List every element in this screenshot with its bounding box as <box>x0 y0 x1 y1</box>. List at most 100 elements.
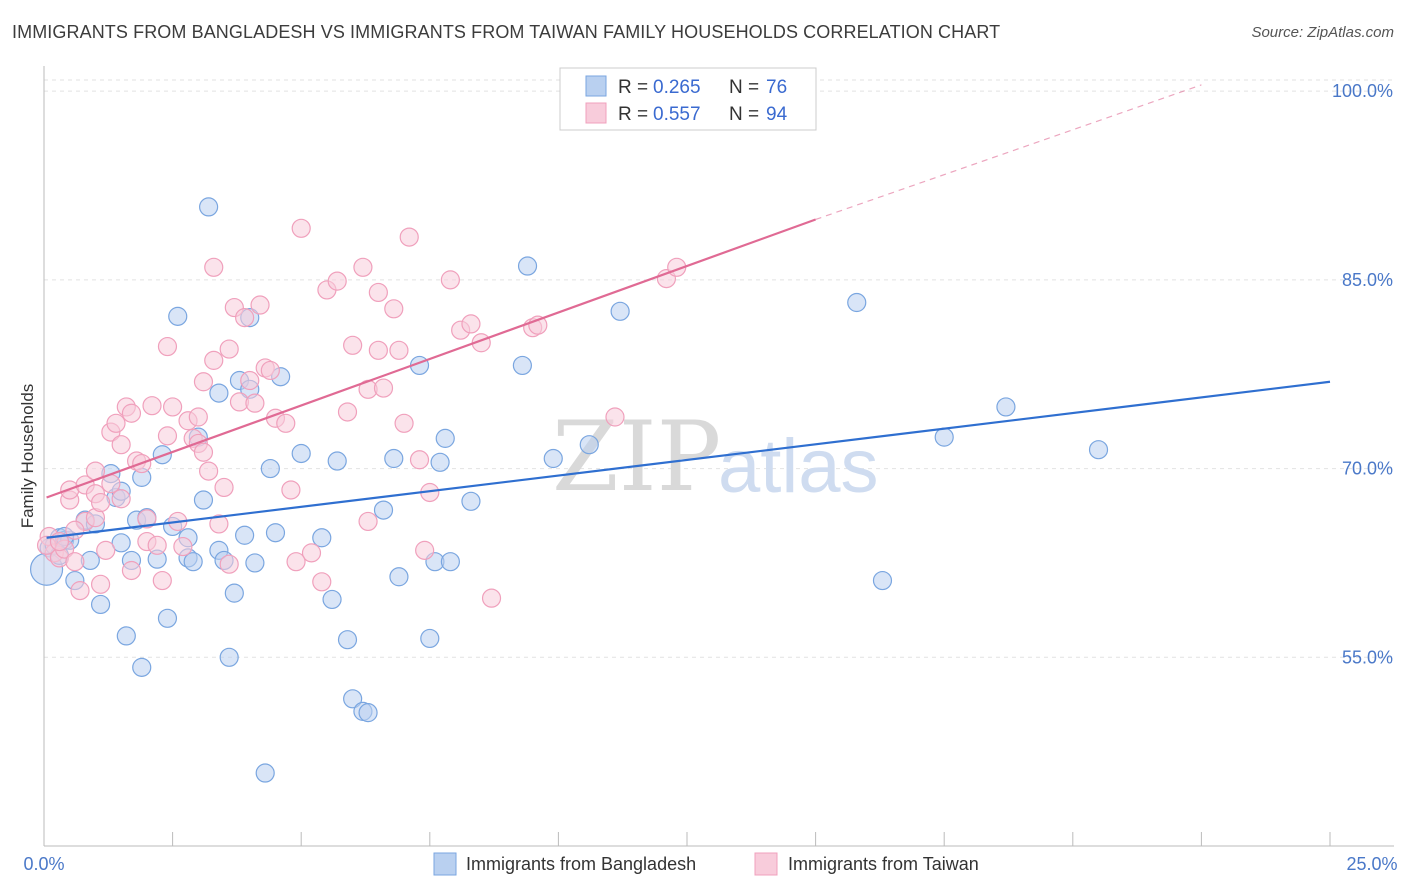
data-point <box>409 450 430 470</box>
x-ticks <box>43 832 1331 846</box>
data-point <box>260 360 280 381</box>
data-point <box>245 553 265 573</box>
data-point <box>440 270 460 290</box>
data-point <box>90 492 111 513</box>
trend-lines <box>46 84 1331 539</box>
x-tick-label-max: 25.0% <box>1346 854 1397 874</box>
source-label: Source: ZipAtlas.com <box>1251 24 1394 41</box>
data-point <box>209 514 229 534</box>
y-tick-label: 70.0% <box>1342 459 1393 479</box>
data-point <box>111 533 131 553</box>
data-point <box>343 335 363 355</box>
data-point <box>312 528 332 548</box>
data-point <box>111 435 131 455</box>
data-point <box>368 340 388 360</box>
data-point <box>168 306 188 326</box>
data-point <box>276 413 296 433</box>
data-point <box>183 552 203 572</box>
data-point <box>121 560 142 581</box>
data-point <box>235 525 255 545</box>
data-point <box>219 554 239 574</box>
data-point <box>90 594 111 615</box>
data-point <box>152 570 172 591</box>
data-point <box>106 413 126 433</box>
data-point <box>322 589 342 610</box>
x-tick-label-min: 0.0% <box>23 854 64 874</box>
data-point <box>440 552 460 572</box>
data-point <box>173 536 193 557</box>
watermark-zip: ZIP <box>552 401 721 513</box>
data-point <box>250 295 270 315</box>
legend-n-taiwan: 94 <box>766 104 788 125</box>
axes <box>43 66 1394 847</box>
data-point <box>399 227 419 247</box>
data-point <box>245 393 265 413</box>
data-point <box>286 552 306 572</box>
data-point <box>872 570 893 591</box>
data-point <box>312 572 332 592</box>
data-point <box>147 535 167 555</box>
data-point <box>368 282 388 303</box>
data-point <box>373 500 394 520</box>
data-point <box>389 340 409 360</box>
data-point <box>209 383 229 403</box>
data-point <box>461 491 481 511</box>
data-point <box>996 397 1016 417</box>
data-point <box>358 703 378 723</box>
data-point <box>219 339 239 359</box>
chart-title: IMMIGRANTS FROM BANGLADESH VS IMMIGRANTS… <box>12 22 1001 42</box>
data-point <box>415 540 435 560</box>
data-point <box>343 689 363 709</box>
y-tick-label: 100.0% <box>1332 81 1393 101</box>
data-point <box>420 628 440 649</box>
data-point <box>193 442 214 462</box>
data-point <box>199 461 219 481</box>
data-point <box>65 520 85 540</box>
data-point <box>291 218 311 238</box>
data-point <box>353 257 373 277</box>
data-point <box>384 448 404 469</box>
data-point <box>142 396 162 416</box>
grid <box>44 79 1394 658</box>
legend-n-label: N = <box>729 104 759 125</box>
data-point <box>394 413 414 433</box>
data-point <box>121 403 142 423</box>
data-point <box>193 372 214 392</box>
data-point <box>327 451 347 471</box>
trend-line-extension <box>815 84 1202 221</box>
data-point <box>481 588 502 608</box>
trend-line <box>46 218 816 499</box>
y-tick-label: 55.0% <box>1342 647 1393 667</box>
bottom-legend-swatch-taiwan <box>754 852 778 876</box>
y-tick-labels: 55.0% 70.0% 85.0% 100.0% <box>1332 81 1393 667</box>
data-point <box>204 350 224 370</box>
legend: R = 0.265 N = 76 R = 0.557 N = 94 <box>559 67 817 131</box>
data-point <box>137 509 157 529</box>
data-point <box>579 435 599 455</box>
data-point <box>188 407 208 427</box>
bottom-legend: Immigrants from Bangladesh Immigrants fr… <box>433 852 979 876</box>
data-point <box>240 370 260 391</box>
legend-r-label: R = <box>618 77 648 98</box>
data-point <box>435 428 455 448</box>
data-point <box>157 608 178 628</box>
data-point <box>235 308 255 328</box>
legend-swatch-bangladesh <box>585 75 607 97</box>
data-point <box>1088 440 1109 460</box>
trend-line <box>46 380 1331 539</box>
bottom-legend-swatch-bangladesh <box>433 852 457 876</box>
data-point <box>193 490 214 510</box>
y-tick-label: 85.0% <box>1342 270 1393 290</box>
data-point <box>430 452 450 472</box>
data-point <box>373 378 394 398</box>
data-point <box>512 355 532 376</box>
data-point <box>461 314 481 334</box>
data-point <box>281 480 301 500</box>
data-point <box>934 427 954 447</box>
data-point <box>610 301 630 321</box>
data-point <box>543 448 563 469</box>
data-point <box>847 292 867 313</box>
data-point <box>204 257 224 277</box>
data-point <box>157 426 178 446</box>
